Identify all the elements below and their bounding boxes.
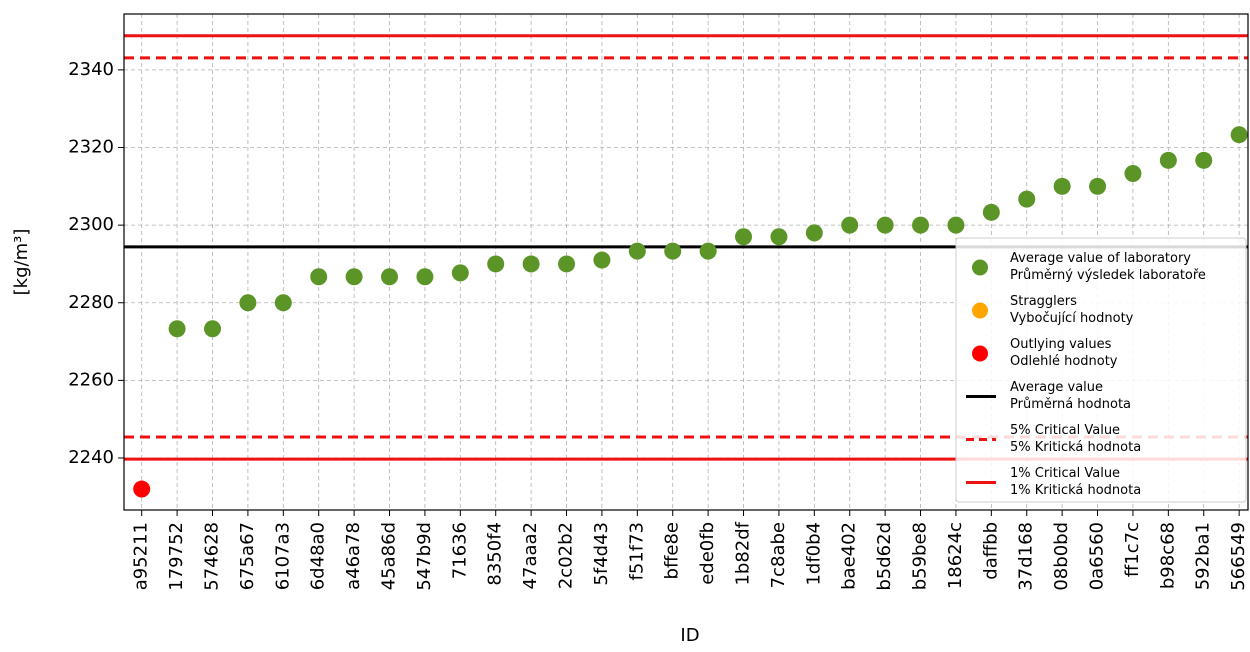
x-tick-label: b59be8 — [910, 522, 931, 590]
x-tick-label: 2c02b2 — [556, 522, 577, 589]
data-point — [168, 320, 186, 338]
data-point — [947, 216, 965, 234]
legend-label: Odlehlé hodnoty — [1010, 354, 1118, 369]
data-point — [487, 255, 505, 273]
legend-marker — [972, 302, 988, 319]
data-point — [239, 294, 257, 312]
data-point — [912, 216, 930, 234]
legend-label: 5% Critical Value — [1010, 423, 1120, 438]
data-point — [1230, 126, 1248, 144]
data-point — [204, 320, 222, 338]
legend-label: Average value — [1010, 380, 1103, 395]
x-tick-label: 574628 — [202, 522, 223, 591]
data-point — [1159, 151, 1177, 169]
data-point — [133, 480, 151, 498]
data-point — [735, 228, 753, 246]
legend-label: 1% Critical Value — [1010, 466, 1120, 481]
y-tick-label: 2260 — [68, 369, 114, 390]
x-tick-label: 6107a3 — [272, 522, 293, 590]
x-tick-label: b98c68 — [1157, 522, 1178, 589]
legend-label: 5% Kritická hodnota — [1010, 440, 1141, 455]
x-tick-label: f51f73 — [626, 522, 647, 580]
x-tick-label: 6d48a0 — [308, 522, 329, 590]
legend-marker — [972, 345, 988, 362]
x-tick-label: 47aaa2 — [520, 522, 541, 589]
legend-label: Průměrný výsledek laboratoře — [1010, 268, 1206, 283]
x-tick-label: bffe8e — [662, 522, 683, 579]
x-tick-label: 675a67 — [237, 522, 258, 590]
legend-label: Vybočující hodnoty — [1010, 311, 1134, 326]
x-tick-label: a46a78 — [343, 522, 364, 590]
data-point — [1195, 151, 1213, 169]
data-point — [451, 264, 469, 282]
data-point — [1089, 177, 1107, 195]
legend-label: Outlying values — [1010, 337, 1112, 352]
x-tick-label: 1df0b4 — [803, 522, 824, 586]
y-tick-label: 2320 — [68, 137, 114, 158]
plot-frame — [123, 13, 1249, 511]
data-point — [345, 268, 363, 286]
data-point — [593, 251, 611, 269]
y-axis-label: [kg/m³] — [11, 229, 32, 296]
legend-marker — [972, 259, 988, 276]
y-tick-label: 2300 — [68, 214, 114, 235]
data-point — [628, 242, 646, 260]
data-point — [1053, 177, 1071, 195]
x-tick-label: 18624c — [945, 522, 966, 589]
data-point — [664, 242, 682, 260]
x-tick-label: daffbb — [980, 522, 1001, 580]
data-point — [770, 228, 788, 246]
x-tick-label: 592ba1 — [1193, 522, 1214, 590]
data-point — [558, 255, 576, 273]
y-tick-label: 2280 — [68, 292, 114, 313]
x-tick-label: bae402 — [839, 522, 860, 590]
x-tick-label: 7c8abe — [768, 522, 789, 588]
data-point — [699, 242, 717, 260]
x-tick-label: ff1c7c — [1122, 522, 1143, 577]
legend-box — [955, 237, 1247, 503]
x-tick-label: a95211 — [131, 522, 152, 590]
legend: Average value of laboratory Průměrný výsl… — [955, 237, 1247, 503]
x-tick-label: 8350f4 — [485, 522, 506, 586]
x-tick-label: 5f4d43 — [591, 522, 612, 586]
legend-label: Stragglers — [1010, 294, 1077, 309]
data-point — [876, 216, 894, 234]
legend-label: Average value of laboratory — [1010, 251, 1191, 266]
data-point — [1124, 165, 1142, 183]
x-tick-label: 0a6560 — [1087, 522, 1108, 590]
data-point — [841, 216, 859, 234]
data-point — [274, 294, 292, 312]
x-tick-label: 547b9d — [414, 522, 435, 591]
data-point — [982, 203, 1000, 221]
x-tick-label: 1b82df — [733, 521, 754, 585]
x-tick-label: 45a86d — [379, 522, 400, 590]
data-point — [805, 224, 823, 242]
x-tick-label: 08b0bd — [1051, 522, 1072, 591]
legend-label: Průměrná hodnota — [1010, 397, 1131, 412]
x-tick-label: ede0fb — [697, 522, 718, 585]
x-tick-label: 566549 — [1228, 522, 1249, 591]
x-tick-label: 37d168 — [1016, 522, 1037, 591]
y-tick-label: 2340 — [68, 59, 114, 80]
data-point — [1018, 190, 1036, 208]
data-point — [416, 268, 434, 286]
data-point — [381, 268, 399, 286]
x-tick-label: b5d62d — [874, 522, 895, 591]
data-point — [310, 268, 328, 286]
x-tick-label: 71636 — [449, 522, 470, 579]
data-point — [522, 255, 540, 273]
y-tick-label: 2240 — [68, 447, 114, 468]
x-tick-label: 179752 — [166, 522, 187, 591]
x-axis-label: ID — [680, 625, 699, 646]
legend-label: 1% Kritická hodnota — [1010, 483, 1141, 498]
